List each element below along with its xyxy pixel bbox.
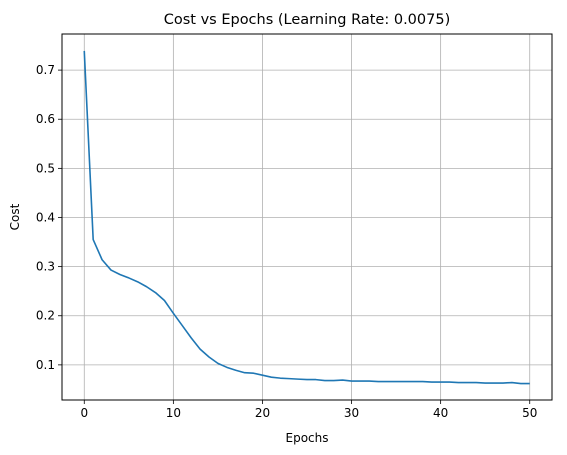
y-tick-label: 0.5 bbox=[36, 161, 55, 175]
x-tick-label: 40 bbox=[433, 406, 448, 420]
ticks: 0 10 20 30 40 50 0.1 0.2 0.3 0.4 0.5 0.6 0.7 bbox=[36, 63, 537, 420]
line-layer bbox=[83, 50, 530, 385]
plot-frame bbox=[61, 33, 553, 401]
y-tick-label: 0.6 bbox=[36, 112, 55, 126]
y-tick-label: 0.1 bbox=[36, 358, 55, 372]
y-tick-label: 0.7 bbox=[36, 63, 55, 77]
x-tick-label: 50 bbox=[522, 406, 537, 420]
x-tick-label: 30 bbox=[344, 406, 359, 420]
y-tick-label: 0.2 bbox=[36, 309, 55, 323]
cost-line bbox=[83, 50, 530, 385]
x-axis-title: Epochs bbox=[286, 431, 329, 445]
chart-title: Cost vs Epochs (Learning Rate: 0.0075) bbox=[164, 12, 451, 28]
x-tick-label: 20 bbox=[255, 406, 270, 420]
y-tick-label: 0.3 bbox=[36, 260, 55, 274]
grid bbox=[62, 34, 552, 400]
x-tick-label: 0 bbox=[80, 406, 88, 420]
x-tick-label: 10 bbox=[166, 406, 181, 420]
y-axis-title: Cost bbox=[8, 203, 22, 230]
y-tick-label: 0.4 bbox=[36, 210, 55, 224]
